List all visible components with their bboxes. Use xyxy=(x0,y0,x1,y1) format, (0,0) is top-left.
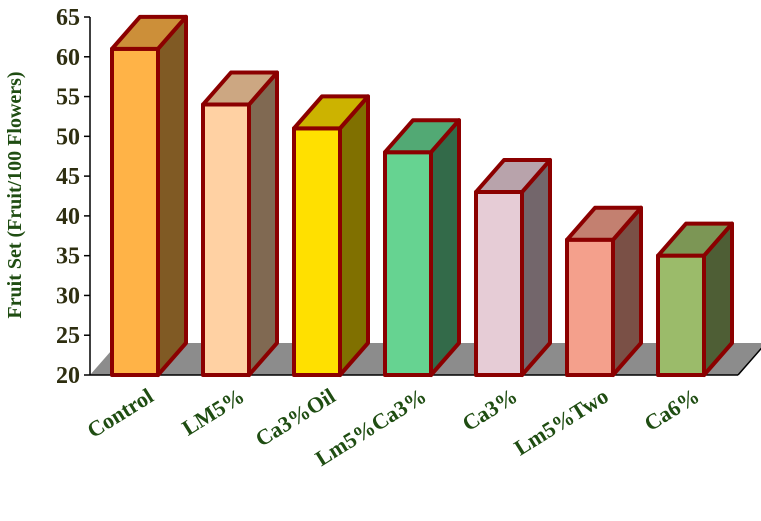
y-tick-label: 50 xyxy=(56,124,80,150)
category-label: LM5% xyxy=(177,383,248,440)
bar-front xyxy=(474,190,524,377)
y-tick-label: 65 xyxy=(56,5,80,31)
bar xyxy=(110,14,188,377)
bar-top xyxy=(110,14,188,51)
y-tick-label: 45 xyxy=(56,164,80,190)
bar-side xyxy=(429,118,461,377)
y-tick-label: 55 xyxy=(56,85,80,111)
category-label: Control xyxy=(83,383,158,443)
category-label: Lm5%Two xyxy=(510,383,613,460)
bar xyxy=(656,221,734,378)
bar-top xyxy=(383,118,461,155)
y-axis: 20 25 30 35 40 45 50 55 60 65 xyxy=(56,5,91,389)
bar-side xyxy=(520,158,552,377)
bar-top xyxy=(474,158,552,195)
category-label: Ca6% xyxy=(640,383,704,436)
bar-front xyxy=(201,102,251,377)
bar xyxy=(292,94,370,377)
y-tick-label: 30 xyxy=(56,283,80,309)
bar xyxy=(565,205,643,377)
y-tick-label: 20 xyxy=(56,363,80,389)
bar-side xyxy=(156,14,188,377)
y-tick-label: 35 xyxy=(56,244,80,270)
bar-side xyxy=(247,70,279,377)
y-axis-label: Fruit Set (Fruit/100 Flowers) xyxy=(4,71,26,318)
bar-front xyxy=(565,237,615,377)
bar-front xyxy=(656,253,706,378)
bar-top xyxy=(292,94,370,131)
y-tick-label: 40 xyxy=(56,204,80,230)
bars xyxy=(110,14,734,378)
bar-front xyxy=(292,126,342,377)
bar-front xyxy=(383,150,433,377)
floor-edge-line xyxy=(737,347,761,376)
bar-top xyxy=(201,70,279,107)
y-tick-label: 60 xyxy=(56,45,80,71)
y-tick-label: 25 xyxy=(56,323,80,349)
bar-top xyxy=(565,205,643,242)
category-label: Ca3% xyxy=(458,383,522,436)
bar xyxy=(383,118,461,377)
bar-front xyxy=(110,46,160,377)
bar xyxy=(201,70,279,377)
bar-top xyxy=(656,221,734,258)
bar xyxy=(474,158,552,377)
bar-side xyxy=(338,94,370,377)
